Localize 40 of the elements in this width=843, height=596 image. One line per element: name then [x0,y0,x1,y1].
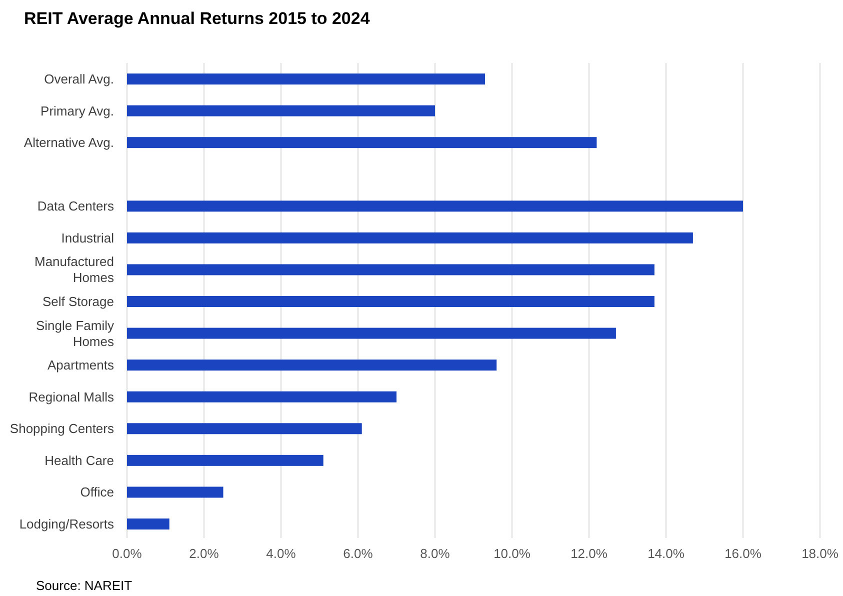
y-tick-label: Self Storage [42,294,114,309]
x-tick-label: 14.0% [648,546,685,561]
bar [127,391,396,402]
y-tick-label: Industrial [61,230,114,246]
y-tick-label: Lodging/Resorts [19,516,114,532]
bar [127,518,170,530]
y-tick-label: Health Care [44,452,114,468]
bar [127,423,362,434]
bar [127,360,497,371]
y-tick-label: Manufactured Homes [34,254,114,286]
y-tick-label: Overall Avg. [44,72,114,86]
x-tick-label: 18.0% [802,546,839,561]
y-tick-label: Apartments [48,358,114,373]
bar [127,486,224,498]
y-tick-label: Data Centers [37,198,114,214]
y-tick-label: Alternative Avg. [24,135,114,150]
y-tick-label: Primary Avg. [40,103,114,118]
x-tick-label: 10.0% [494,546,531,561]
y-tick-label: Office [80,484,114,500]
bar [127,232,693,244]
bar [127,264,654,276]
y-tick-label: Regional Malls [28,389,114,404]
bar [127,296,654,307]
y-tick-label: Shopping Centers [10,421,114,436]
x-tick-label: 2.0% [189,546,220,561]
bar [127,454,324,466]
source-note: Source: NAREIT [36,578,132,593]
y-tick-label: Single Family Homes [36,318,114,349]
bar [127,137,597,148]
bar [127,328,616,339]
x-tick-label: 6.0% [343,546,374,561]
bar [127,105,435,116]
x-tick-label: 16.0% [724,546,762,561]
x-tick-label: 12.0% [570,546,608,561]
bar [127,200,743,212]
bar [127,74,486,84]
x-tick-label: 8.0% [420,546,450,561]
x-tick-label: 0.0% [112,546,142,561]
x-tick-label: 4.0% [266,546,296,561]
chart-title: REIT Average Annual Returns 2015 to 2024 [24,9,370,28]
